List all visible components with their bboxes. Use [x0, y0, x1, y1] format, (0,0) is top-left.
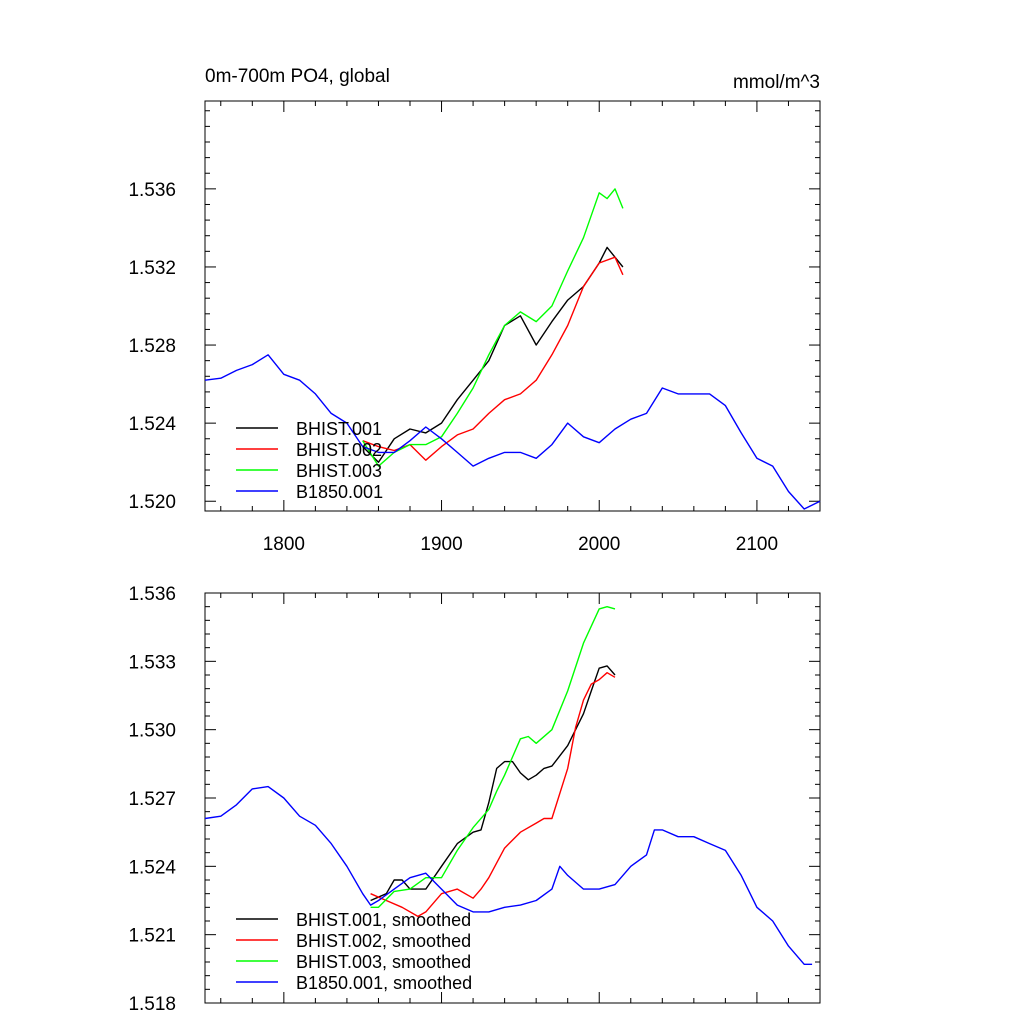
- series-line-1: [362, 256, 624, 461]
- series-line-0: [370, 665, 616, 902]
- series-line-2: [362, 188, 624, 467]
- x-tick-label: 2000: [578, 534, 620, 555]
- legend-label: B1850.001, smoothed: [296, 973, 472, 993]
- legend-label: BHIST.001: [296, 419, 382, 439]
- y-tick-label: 1.536: [128, 584, 176, 605]
- bottom-panel: 1.518 1.521 1.524 1.527 1.530 1.533 1.536 BHIS…: [128, 584, 821, 1015]
- y-tick-label: 1.528: [128, 336, 176, 357]
- legend-label: BHIST.001, smoothed: [296, 910, 471, 930]
- legend-label: BHIST.003, smoothed: [296, 952, 471, 972]
- y-tick-label: 1.521: [128, 926, 176, 947]
- legend-label: BHIST.003: [296, 461, 382, 481]
- top-panel-frame: [204, 100, 821, 512]
- y-tick-label: 1.524: [128, 857, 176, 878]
- legend-label: BHIST.002, smoothed: [296, 931, 471, 951]
- y-tick-label: 1.527: [128, 789, 176, 810]
- top-panel-title: 0m-700m PO4, global: [205, 66, 390, 87]
- series-line-3: [204, 785, 813, 965]
- bottom-panel-ticks: 1.518 1.521 1.524 1.527 1.530 1.533 1.536: [128, 584, 821, 1015]
- series-line-3: [204, 354, 821, 510]
- top-panel-ticks: 1800 1900 2000 2100 1.520 1.524 1.528 1.532 1.53…: [128, 101, 821, 555]
- y-tick-label: 1.536: [128, 180, 176, 201]
- x-tick-label: 1800: [263, 534, 305, 555]
- top-panel-series: [204, 188, 821, 510]
- top-panel-units: mmol/m^3: [733, 72, 820, 93]
- x-tick-label: 1900: [420, 534, 462, 555]
- top-panel: 0m-700m PO4, global mmol/m^3 1800 1900 200…: [128, 66, 821, 555]
- legend-label: BHIST.002: [296, 440, 382, 460]
- y-tick-label: 1.518: [128, 994, 176, 1015]
- y-tick-label: 1.532: [128, 258, 176, 279]
- y-tick-label: 1.524: [128, 414, 176, 435]
- bottom-panel-series: [204, 606, 813, 965]
- y-tick-label: 1.520: [128, 492, 176, 513]
- legend-label: B1850.001: [296, 482, 383, 502]
- series-line-0: [362, 246, 624, 463]
- y-tick-label: 1.533: [128, 652, 176, 673]
- y-tick-label: 1.530: [128, 721, 176, 742]
- series-line-1: [370, 672, 616, 918]
- series-line-2: [370, 606, 616, 908]
- x-tick-label: 2100: [736, 534, 778, 555]
